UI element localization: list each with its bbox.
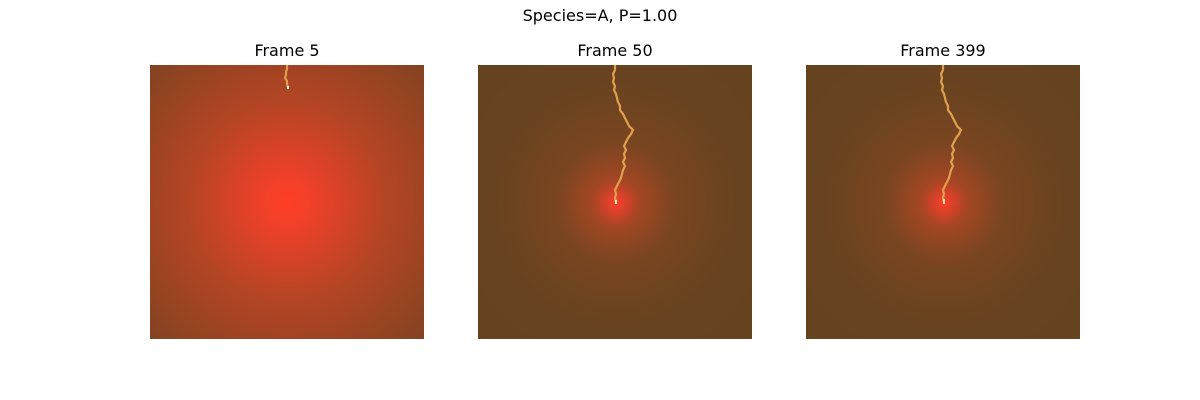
panel-frame-50-image [478, 65, 752, 339]
panel-title-frame-50: Frame 50 [577, 41, 653, 60]
panel-frame-5 [150, 65, 424, 339]
growth-path [611, 65, 635, 203]
panel-title-frame-5: Frame 5 [254, 41, 320, 60]
panel-frame-5-image [150, 65, 424, 339]
growth-tip [287, 86, 289, 89]
panel-frame-399-image [806, 65, 1080, 339]
growth-path [283, 65, 290, 88]
figure-suptitle: Species=A, P=1.00 [522, 6, 678, 25]
panel-frame-50 [478, 65, 752, 339]
growth-path [939, 65, 963, 203]
growth-tip [615, 200, 617, 204]
growth-tip [943, 199, 945, 204]
source-glow [150, 65, 424, 339]
panel-title-frame-399: Frame 399 [900, 41, 986, 60]
panel-frame-399 [806, 65, 1080, 339]
